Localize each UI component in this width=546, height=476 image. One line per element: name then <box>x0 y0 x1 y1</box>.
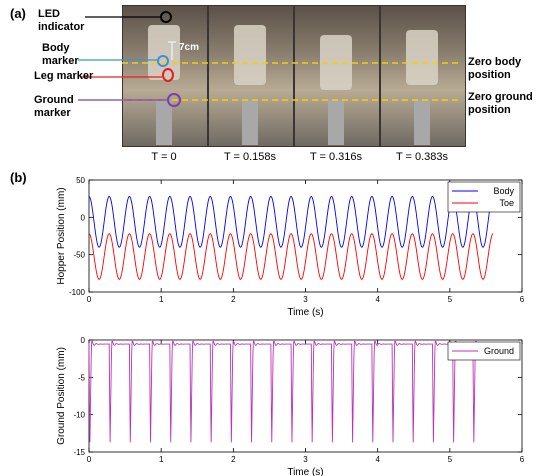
y-tick-label: 50 <box>76 176 85 185</box>
series-line-body <box>88 195 494 248</box>
x-tick-label: 1 <box>159 455 164 464</box>
x-tick-label: 0 <box>87 295 92 304</box>
panel-a-overlay <box>78 11 462 145</box>
legend-label: Body <box>493 186 514 196</box>
body-marker-icon <box>157 55 169 67</box>
hopper-position-chart: 0 1 2 3 4 5 6 -100 -50 0 50 Time (s) Hopper Position… <box>56 176 525 318</box>
legend-label: Toe <box>499 198 514 208</box>
frame-time-1: T = 0 <box>151 151 177 163</box>
x-tick-label: 0 <box>87 455 92 464</box>
x-tick-label: 5 <box>448 455 453 464</box>
legend-box <box>447 181 521 213</box>
x-tick-label: 3 <box>303 455 308 464</box>
series-line-ground <box>88 340 494 443</box>
leg-marker-label: Leg marker <box>34 70 94 82</box>
frame-time-4: T = 0.383s <box>395 151 449 163</box>
body-marker-label: Body marker <box>42 42 79 67</box>
x-tick-label: 3 <box>303 295 308 304</box>
y-tick-label: -100 <box>69 288 86 297</box>
legend-label: Ground <box>484 346 514 356</box>
y-tick-label: 0 <box>81 213 86 222</box>
x-tick-label: 6 <box>520 295 525 304</box>
frame-time-3: T = 0.316s <box>309 151 363 163</box>
x-tick-label: 2 <box>231 295 236 304</box>
y-tick-label: 0 <box>81 336 86 345</box>
x-tick-label: 5 <box>448 295 453 304</box>
ground-marker-icon <box>167 93 181 107</box>
y-tick-label: -50 <box>73 251 85 260</box>
scale-label: 7cm <box>179 42 200 53</box>
x-tick-label: 4 <box>375 455 380 464</box>
x-tick-label: 2 <box>231 455 236 464</box>
legend-box <box>447 341 521 361</box>
y-tick-label: -5 <box>78 373 86 382</box>
x-axis-label: Time (s) <box>287 307 323 318</box>
y-axis-label: Hopper Position (mm) <box>56 187 67 284</box>
x-tick-label: 1 <box>159 295 164 304</box>
y-tick-label: -10 <box>73 411 85 420</box>
x-tick-label: 4 <box>375 295 380 304</box>
panel-b-label: (b) <box>10 170 27 185</box>
zero-ground-label: Zero ground position <box>468 91 533 116</box>
panel-a-label: (a) <box>10 6 26 21</box>
y-tick-label: -15 <box>73 448 85 457</box>
x-axis-label: Time (s) <box>287 467 323 476</box>
led-indicator-label: LED indicator <box>38 8 85 33</box>
zero-body-label: Zero body position <box>468 56 522 81</box>
x-tick-label: 6 <box>520 455 525 464</box>
frame-time-2: T = 0.158s <box>223 151 277 163</box>
leg-marker-icon <box>162 68 174 82</box>
series-line-toe <box>88 233 494 280</box>
led-marker-icon <box>160 11 172 23</box>
y-axis-label: Ground Position (mm) <box>56 347 67 445</box>
ground-marker-label: Ground marker <box>34 94 74 119</box>
ground-position-chart: 0 1 2 3 4 5 6 -15 -10 -5 0 Time (s) Ground Position … <box>56 336 525 476</box>
